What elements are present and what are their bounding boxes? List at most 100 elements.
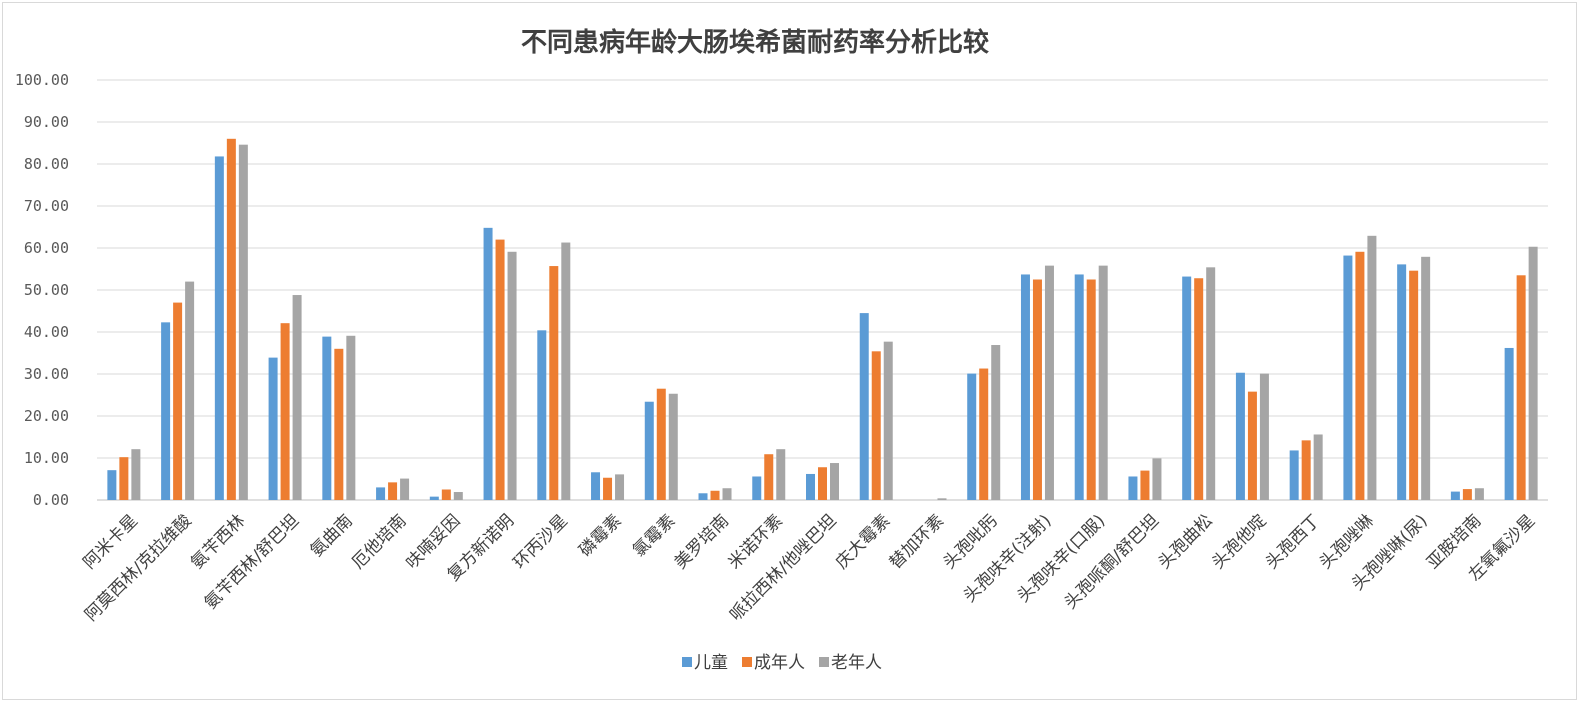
bar — [429, 496, 439, 500]
bar — [1343, 255, 1353, 500]
bar — [937, 498, 947, 500]
bar — [698, 493, 708, 500]
y-tick-label: 40.00 — [24, 323, 69, 341]
bar — [1474, 488, 1484, 500]
bar — [603, 477, 613, 500]
legend: 儿童 成年人 老年人 — [682, 653, 882, 673]
legend-swatch — [742, 657, 752, 667]
bar — [1450, 491, 1460, 500]
bar — [710, 490, 720, 500]
x-tick-label: 头孢西丁 — [1262, 511, 1324, 573]
bar — [268, 357, 278, 500]
bar — [722, 488, 732, 500]
bar — [441, 489, 451, 500]
chart-title: 不同患病年龄大肠埃希菌耐药率分析比较 — [521, 27, 989, 58]
bar — [615, 474, 625, 500]
legend-label: 老年人 — [831, 653, 882, 673]
bar — [1182, 276, 1192, 500]
bar — [1421, 256, 1431, 500]
legend-swatch — [819, 657, 829, 667]
y-tick-label: 100.00 — [15, 71, 69, 89]
x-tick-label: 磷霉素 — [575, 511, 625, 561]
bar — [561, 242, 571, 501]
bar — [507, 251, 517, 500]
bar — [818, 467, 827, 500]
bar — [668, 393, 678, 500]
bar — [1301, 440, 1311, 500]
bar — [1235, 372, 1245, 500]
bar — [483, 227, 493, 500]
bar — [292, 295, 302, 500]
bar — [388, 482, 398, 500]
bar — [644, 401, 654, 500]
bar — [1032, 279, 1042, 500]
bar — [376, 487, 386, 500]
bar — [1098, 265, 1108, 500]
y-axis-ticks: 0.00 10.00 20.00 30.00 40.00 50.00 60.00 70.00 8… — [15, 71, 69, 509]
bar — [119, 457, 129, 500]
bar — [859, 313, 869, 500]
bar — [752, 476, 762, 500]
bar — [979, 368, 989, 500]
bar — [1128, 476, 1138, 500]
bar — [591, 472, 601, 500]
bar — [1152, 458, 1162, 500]
bar — [1140, 470, 1150, 500]
bar — [214, 156, 224, 500]
bar — [334, 348, 344, 500]
y-tick-label: 0.00 — [33, 491, 69, 509]
x-tick-label: 氯霉素 — [629, 511, 679, 561]
bar — [537, 330, 547, 500]
bar — [830, 463, 839, 500]
bar — [1206, 267, 1216, 500]
x-tick-label: 环丙沙星 — [510, 511, 572, 573]
bar — [1086, 279, 1096, 500]
bar — [1409, 270, 1419, 500]
bar — [453, 492, 463, 500]
bar — [776, 449, 786, 500]
bar — [549, 266, 559, 500]
bar — [238, 144, 248, 500]
x-tick-label: 氨苄西林/舒巴坦 — [201, 511, 303, 613]
gridlines — [97, 79, 1548, 501]
bar — [1289, 450, 1299, 500]
bar — [1259, 373, 1269, 500]
legend-label: 成年人 — [754, 653, 805, 673]
bar — [173, 302, 183, 500]
bar — [1355, 251, 1365, 500]
bar — [1516, 275, 1526, 500]
bar — [1397, 264, 1407, 500]
x-tick-label: 头孢哌酮/舒巴坦 — [1061, 511, 1163, 613]
bar — [107, 470, 117, 500]
x-tick-label: 氨曲南 — [307, 511, 357, 561]
bar — [883, 341, 893, 500]
y-tick-label: 10.00 — [24, 449, 69, 467]
bar — [1313, 434, 1323, 500]
bar — [1528, 246, 1538, 500]
y-tick-label: 60.00 — [24, 239, 69, 257]
x-tick-label: 替加环素 — [886, 511, 948, 573]
bar — [1367, 235, 1377, 500]
bar — [495, 239, 505, 500]
legend-swatch — [682, 657, 692, 667]
y-tick-label: 50.00 — [24, 281, 69, 299]
bar — [764, 454, 774, 500]
bar — [226, 138, 236, 501]
x-tick-label: 头孢曲松 — [1154, 511, 1216, 573]
bar — [991, 345, 1001, 500]
bar — [871, 351, 881, 500]
bar — [1074, 274, 1084, 500]
bar — [1020, 274, 1030, 500]
x-tick-label: 美罗培南 — [671, 511, 733, 573]
bar — [1044, 265, 1054, 500]
bar — [131, 449, 141, 500]
bar — [656, 388, 666, 500]
bar — [161, 322, 171, 500]
bar — [185, 281, 195, 500]
bar — [280, 323, 290, 500]
bar — [806, 473, 815, 500]
x-tick-label: 厄他培南 — [348, 511, 410, 573]
